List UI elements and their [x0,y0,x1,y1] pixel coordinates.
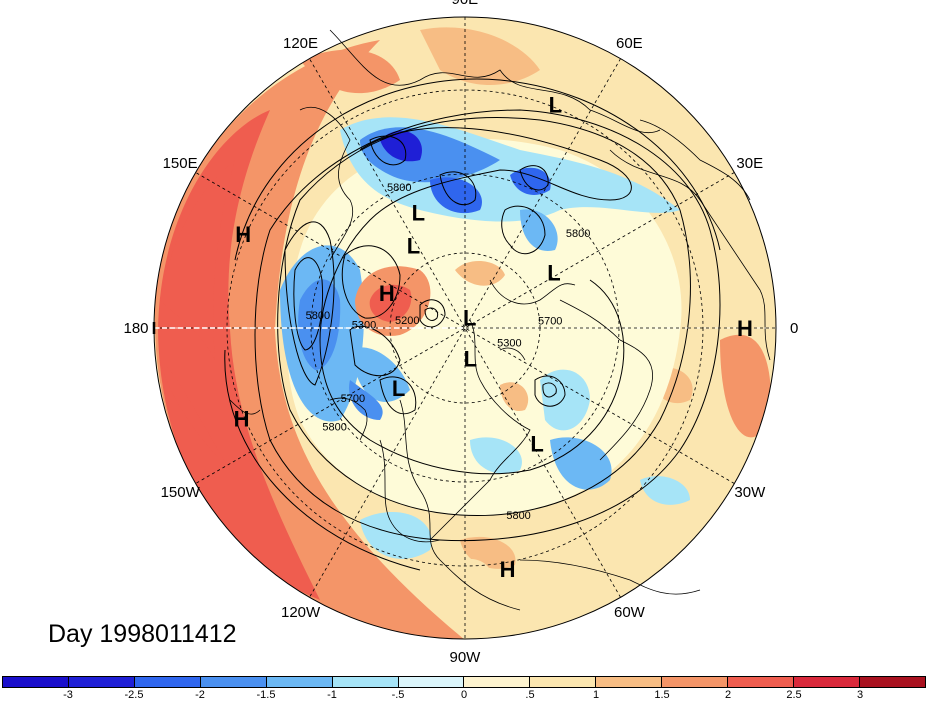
colorbar-tick-label: -1 [327,689,337,701]
longitude-label: 0 [790,319,799,337]
colorbar-tick-label: -2 [195,689,205,701]
contour-label: 5700 [341,393,365,405]
colorbar-swatch [793,677,859,687]
high-pressure-label: H [234,406,250,431]
colorbar-swatch [133,677,200,687]
date-title: Day 1998011412 [48,620,237,648]
low-pressure-label: L [464,347,477,372]
colorbar-swatch [3,677,68,687]
high-pressure-label: H [379,281,395,306]
contour-labels: 5800 5800 5700 5800 5300 5200 5300 5700 5800 5800 [306,182,591,522]
contour-label: 5800 [306,310,330,322]
colorbar-swatch [595,677,662,687]
colorbar-tick-label: 2 [724,689,732,701]
colorbar-swatch [661,677,728,687]
colorbar-swatch [858,677,925,687]
longitude-label: 90W [449,648,481,666]
colorbar-swatch [67,677,134,687]
high-pressure-label: H [737,316,753,341]
colorbar-tick-label: .5 [525,689,535,701]
contour-label: 5300 [497,337,521,349]
colorbar-swatches [2,676,926,688]
colorbar-swatch [265,677,332,687]
contour-label: 5800 [506,510,530,522]
longitude-label: 30W [734,484,766,501]
high-pressure-label: H [235,222,251,247]
contour-label: 5800 [322,421,346,433]
colorbar-swatch [331,677,398,687]
colorbar-tick-label: 2.5 [786,689,802,701]
longitude-label: 30E [736,155,764,172]
contour-label: 5800 [387,182,411,194]
contour-label: 5300 [352,319,376,331]
colorbar-tick-label: 0 [460,689,468,701]
colorbar-tick-label: 3 [856,689,864,701]
colorbar: -3 -2.5 -2 -1.5 -1 -.5 0 .5 1 1.5 2 2.5 3 [2,676,926,702]
longitude-label: 60E [616,34,643,52]
low-pressure-label: L [407,234,420,259]
coastlines [229,29,771,611]
low-pressure-label: L [392,376,405,401]
longitude-label: 120E [283,34,319,52]
colorbar-swatch [463,677,530,687]
colorbar-swatch [397,677,464,687]
longitude-label: 60W [614,604,645,622]
low-pressure-label: L [530,431,543,456]
geopotential-contours [224,78,721,571]
longitude-label: 150W [160,484,200,501]
longitude-label: 180 [123,319,149,337]
colorbar-swatch [727,677,794,687]
colorbar-tick-label: -3 [63,689,73,701]
low-pressure-label: L [412,201,425,226]
high-pressure-label: H [500,557,516,582]
graticule [154,17,776,639]
contour-label: 5800 [566,228,590,240]
low-pressure-label: L [549,93,562,118]
contour-label: 5700 [538,316,562,328]
longitude-label: 120W [281,604,321,622]
low-pressure-label: L [463,305,476,330]
colorbar-tick-label: -1.5 [256,689,276,701]
longitude-label: 90E [452,0,479,8]
colorbar-tick-label: 1 [592,689,600,701]
colorbar-swatch [199,677,266,687]
contour-label: 5200 [395,315,419,327]
longitude-label: 150E [162,155,198,172]
colorbar-tick-label: -.5 [391,689,405,701]
colorbar-tick-label: 1.5 [654,689,670,701]
colorbar-tick-label: -2.5 [124,689,144,701]
colorbar-swatch [529,677,596,687]
low-pressure-label: L [547,260,560,285]
